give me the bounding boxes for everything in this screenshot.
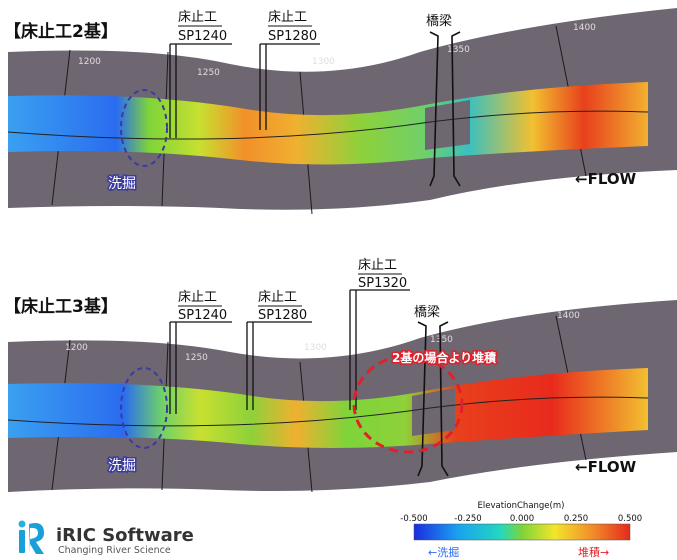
legend-title: ElevationChange(m) (478, 501, 565, 511)
terrain (8, 300, 677, 492)
station-label: 1350 (430, 335, 453, 345)
flow-label: ←FLOW (575, 170, 637, 188)
legend-scour-label: ←洗掘 (428, 545, 459, 559)
bridge-label: 橋梁 (426, 14, 452, 29)
legend-tick: 0.500 (618, 514, 642, 524)
station-label: 1300 (312, 57, 335, 67)
bridge-deck (412, 388, 455, 436)
panel-title: 【床止工3基】 (4, 296, 118, 317)
color-legend: ElevationChange(m) -0.500 -0.250 0.000 0… (400, 501, 642, 559)
structure-marker-2: 床止工 SP1280 (246, 290, 312, 410)
thalweg-line (7, 396, 649, 427)
station-label: 1300 (304, 343, 327, 353)
structure-station: SP1240 (178, 308, 227, 323)
structure-name: 床止工 (258, 290, 297, 305)
colorbar (413, 523, 631, 541)
legend-tick: -0.250 (454, 514, 481, 524)
logo-tagline: Changing River Science (58, 545, 171, 556)
structure-marker-1: 床止工 SP1240 (169, 290, 232, 414)
deposition-highlight (352, 354, 464, 454)
panel-3-structures: 【床止工3基】 1200 1250 1300 1350 1400 床止工 SP1… (4, 258, 677, 493)
elevation-change-channel (8, 368, 648, 448)
station-label: 1250 (197, 68, 220, 78)
legend-deposit-label: 堆積→ (578, 545, 609, 559)
scour-highlight (120, 367, 168, 449)
structure-name: 床止工 (178, 10, 217, 25)
logo-name: iRIC Software (56, 525, 194, 546)
structure-station: SP1240 (178, 29, 227, 44)
panel-title: 【床止工2基】 (4, 21, 118, 42)
thalweg-line (7, 110, 649, 140)
iric-logo: iRIC Software Changing River Science (18, 520, 194, 556)
legend-tick: 0.250 (564, 514, 588, 524)
station-label: 1400 (573, 23, 596, 33)
bridge-deck (425, 100, 470, 150)
deposition-callout: 2基の場合より堆積 (392, 350, 497, 365)
station-label: 1200 (78, 57, 101, 67)
panel-2-structures: 【床止工2基】 1200 1250 1300 1350 1400 床止工 SP1… (4, 8, 677, 215)
structure-station: SP1280 (258, 308, 307, 323)
structure-name: 床止工 (268, 10, 307, 25)
bridge-marker: 橋梁 (414, 305, 449, 477)
station-label: 1400 (557, 311, 580, 321)
station-label: 1350 (447, 45, 470, 55)
terrain (8, 8, 677, 210)
legend-tick: -0.500 (400, 514, 427, 524)
structure-station: SP1320 (358, 276, 407, 291)
scour-label: 洗掘 (108, 458, 136, 474)
station-label: 1200 (65, 343, 88, 353)
logo-mark-icon (18, 520, 44, 554)
station-label: 1250 (185, 353, 208, 363)
scour-label: 洗掘 (108, 176, 136, 192)
bridge-marker: 橋梁 (426, 14, 461, 187)
elevation-change-channel (8, 82, 648, 165)
bridge-label: 橋梁 (414, 305, 440, 320)
flow-label: ←FLOW (575, 458, 637, 476)
structure-station: SP1280 (268, 29, 317, 44)
structure-name: 床止工 (178, 290, 217, 305)
structure-marker-2: 床止工 SP1280 (259, 10, 320, 130)
structure-marker-3: 床止工 SP1320 (349, 258, 410, 410)
legend-tick: 0.000 (510, 514, 534, 524)
structure-marker-1: 床止工 SP1240 (169, 10, 232, 138)
structure-name: 床止工 (358, 258, 397, 273)
scour-highlight (120, 89, 168, 167)
